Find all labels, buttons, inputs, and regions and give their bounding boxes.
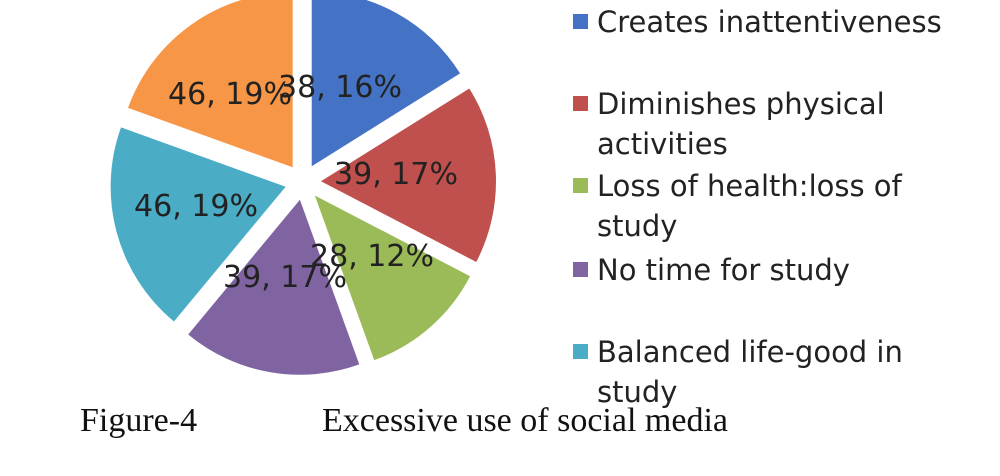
pie-slice-6 [128,0,293,168]
legend-swatch [573,178,588,193]
pie-slice-3 [314,195,471,361]
legend-swatch [573,14,588,29]
legend-label: Creates inattentiveness [597,5,942,39]
slice-data-label-4: 39, 17% [223,260,347,295]
legend-swatch [573,96,588,111]
chart-title: Excessive use of social media [322,402,728,439]
legend-label: Diminishes physical activities [597,87,885,161]
pie-slice-4 [188,199,360,375]
legend-swatch [573,262,588,277]
pie-slice-5 [110,127,286,322]
slice-data-label-2: 39, 17% [334,157,458,192]
legend-swatch [573,344,588,359]
pie-slice-2 [320,88,496,262]
slice-data-label-5: 46, 19% [134,189,258,224]
pie-slice-1 [311,0,461,167]
legend-label: Loss of health:loss of study [597,169,902,243]
slice-data-label-6: 46, 19% [168,77,292,112]
legend-label: No time for study [597,253,850,287]
figure-label: Figure-4 [80,402,198,439]
slice-data-label-1: 38, 16% [278,70,402,105]
legend-label: Balanced life-good in study [597,335,903,409]
slice-data-label-3: 28, 12% [310,239,434,274]
